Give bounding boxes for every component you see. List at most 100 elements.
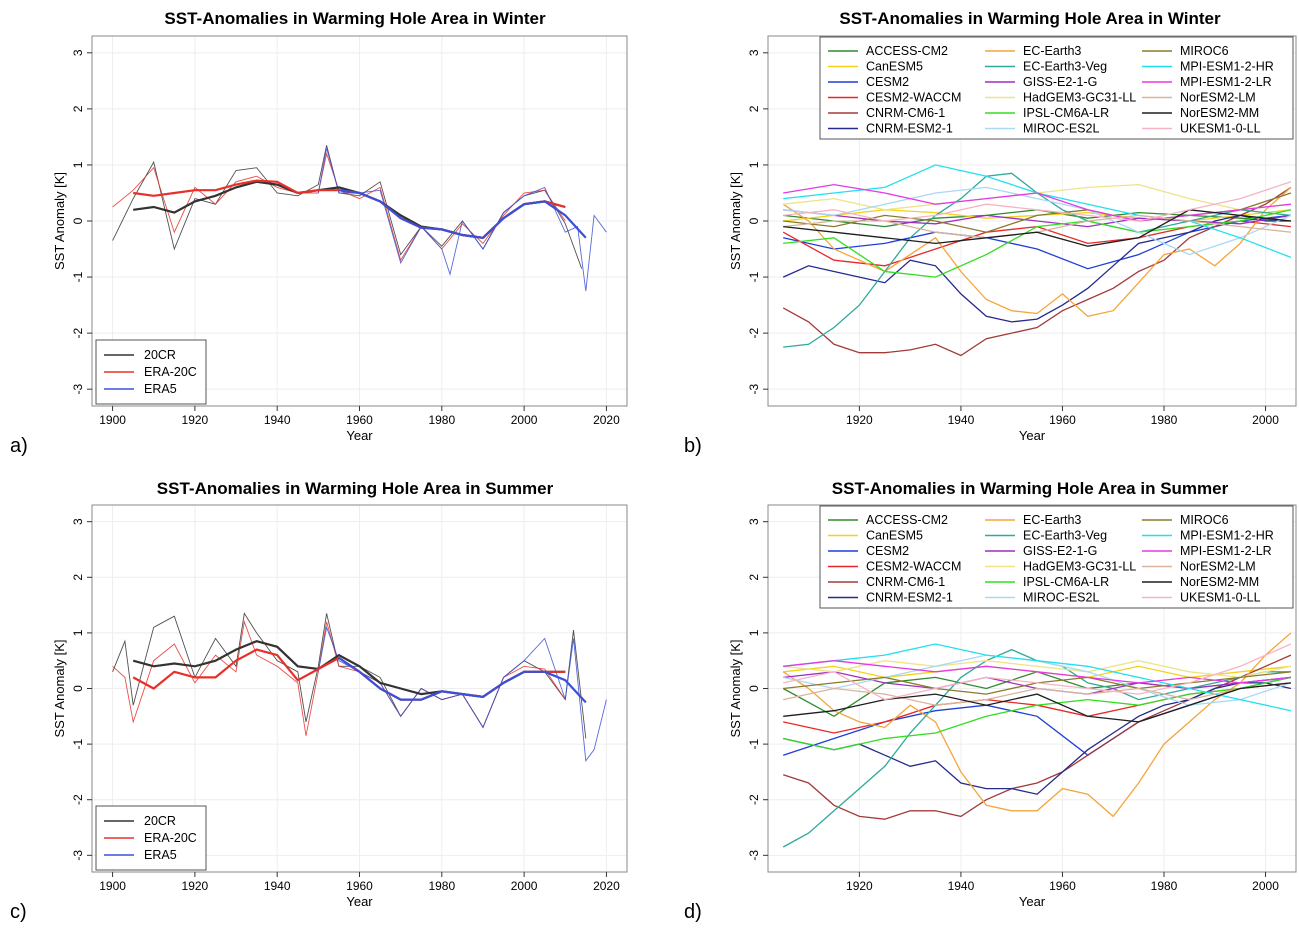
legend-entry: MIROC-ES2L (1023, 122, 1099, 136)
x-tick-label: 1920 (846, 413, 873, 427)
x-tick-label: 1960 (346, 413, 373, 427)
y-tick-label: -2 (71, 327, 85, 338)
legend-entry: EC-Earth3 (1023, 513, 1081, 527)
x-tick-label: 1920 (182, 879, 209, 893)
legend-entry: CNRM-CM6-1 (866, 106, 945, 120)
series-line-era5-smooth (338, 189, 587, 239)
x-tick-label: 1940 (264, 879, 291, 893)
y-tick-label: 1 (747, 629, 761, 636)
legend-entry: 20CR (144, 348, 176, 362)
series-group (112, 145, 607, 292)
chart-title: SST-Anomalies in Warming Hole Area in Su… (832, 479, 1229, 498)
legend-box (819, 36, 1294, 140)
x-tick-label: 1920 (182, 413, 209, 427)
x-tick-label: 1940 (948, 879, 975, 893)
legend-entry: MIROC-ES2L (1023, 591, 1099, 605)
x-axis-label: Year (1019, 894, 1046, 909)
legend-entry: ERA5 (144, 382, 177, 396)
y-tick-label: 0 (71, 685, 85, 692)
series-line-era-20c-annual (112, 620, 566, 736)
legend-entry: CESM2-WACCM (866, 560, 961, 574)
legend-entry: NorESM2-LM (1180, 560, 1256, 574)
series-line-era5-smooth (338, 656, 587, 704)
y-tick-label: -1 (747, 738, 761, 749)
legend-entry: GISS-E2-1-G (1023, 544, 1097, 558)
y-tick-label: -3 (747, 850, 761, 861)
x-tick-label: 1900 (99, 413, 126, 427)
x-tick-label: 1940 (264, 413, 291, 427)
series-group (112, 612, 607, 762)
x-tick-label: 1920 (846, 879, 873, 893)
legend-entry: CESM2-WACCM (866, 91, 961, 105)
y-tick-label: -1 (71, 271, 85, 282)
legend-entry: 20CR (144, 814, 176, 828)
y-tick-label: -1 (747, 271, 761, 282)
series-line-ukesm1-0-ll (783, 643, 1292, 701)
legend-entry: ERA-20C (144, 831, 197, 845)
x-axis-label: Year (346, 428, 373, 443)
y-tick-label: 2 (71, 105, 85, 112)
panel-letter: c) (10, 901, 27, 923)
legend-entry: CNRM-ESM2-1 (866, 122, 953, 136)
panel-c: SST-Anomalies in Warming Hole Area in Su… (10, 479, 628, 923)
series-line-noresm2-mm (783, 209, 1291, 247)
legend-box (819, 505, 1294, 609)
y-tick-label: -3 (747, 384, 761, 395)
series-line-miroc-es2l (783, 186, 1292, 256)
x-tick-label: 1960 (1049, 879, 1076, 893)
series-line-mpi-esm1-2-lr (783, 660, 1291, 684)
legend-entry: CanESM5 (866, 60, 923, 74)
y-tick-label: 3 (747, 518, 761, 525)
legend-entry: EC-Earth3-Veg (1023, 529, 1107, 543)
y-tick-label: 2 (747, 105, 761, 112)
chart-title: SST-Anomalies in Warming Hole Area in Wi… (839, 9, 1221, 28)
series-line-mpi-esm1-2-lr (783, 183, 1291, 222)
x-axis-label: Year (346, 894, 373, 909)
panel-d: SST-Anomalies in Warming Hole Area in Su… (684, 479, 1297, 923)
y-tick-label: 3 (71, 49, 85, 56)
series-line-era-20c-annual (112, 151, 566, 262)
y-tick-label: 1 (71, 161, 85, 168)
series-line-ipsl-cm6a-lr (783, 209, 1292, 278)
legend-entry: UKESM1-0-LL (1180, 122, 1261, 136)
series-line-noresm2-lm (783, 682, 1291, 706)
y-tick-label: 2 (747, 574, 761, 581)
y-tick-label: 2 (71, 574, 85, 581)
y-tick-label: 1 (71, 629, 85, 636)
series-line-ec-earth3 (782, 632, 1292, 818)
panel-a: SST-Anomalies in Warming Hole Area in Wi… (10, 9, 628, 457)
legend-entry: CESM2 (866, 75, 909, 89)
legend-entry: HadGEM3-GC31-LL (1023, 560, 1136, 574)
legend-box (95, 339, 207, 405)
x-tick-label: 1980 (428, 879, 455, 893)
x-tick-label: 2020 (593, 413, 620, 427)
y-tick-label: 3 (747, 49, 761, 56)
y-tick-label: -2 (747, 327, 761, 338)
series-line-mpi-esm1-2-hr (783, 643, 1292, 712)
legend-entry: MIROC6 (1180, 513, 1229, 527)
legend-entry: CESM2 (866, 544, 909, 558)
y-tick-label: 0 (747, 685, 761, 692)
panel-letter: d) (684, 901, 702, 923)
series-line-cnrm-cm6-1 (782, 186, 1292, 357)
series-group (782, 632, 1292, 848)
legend-entry: CNRM-CM6-1 (866, 575, 945, 589)
legend-entry: NorESM2-LM (1180, 91, 1256, 105)
y-tick-label: -1 (71, 738, 85, 749)
x-tick-label: 1980 (428, 413, 455, 427)
y-tick-label: 0 (747, 217, 761, 224)
legend-entry: MPI-ESM1-2-LR (1180, 544, 1272, 558)
x-tick-label: 2000 (1252, 413, 1279, 427)
legend-entry: CanESM5 (866, 529, 923, 543)
legend-entry: NorESM2-MM (1180, 106, 1259, 120)
y-axis-label: SST Anomaly [K] (728, 639, 743, 737)
y-tick-label: 1 (747, 161, 761, 168)
series-line-ukesm1-0-ll (783, 181, 1292, 222)
legend-entry: MPI-ESM1-2-HR (1180, 60, 1274, 74)
y-axis-label: SST Anomaly [K] (728, 172, 743, 270)
legend-entry: MIROC6 (1180, 44, 1229, 58)
series-line-era-20c-smooth (132, 648, 566, 701)
legend-entry: ACCESS-CM2 (866, 513, 948, 527)
legend-entry: CNRM-ESM2-1 (866, 591, 953, 605)
legend-entry: HadGEM3-GC31-LL (1023, 91, 1136, 105)
